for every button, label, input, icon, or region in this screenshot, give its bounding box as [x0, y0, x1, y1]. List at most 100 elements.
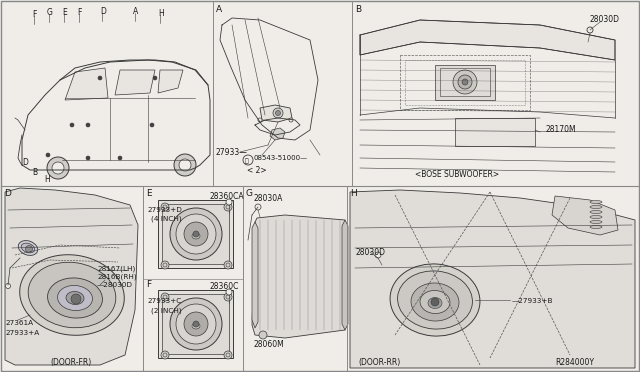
Text: 27933+D: 27933+D	[147, 207, 182, 213]
Circle shape	[458, 75, 472, 89]
Circle shape	[161, 203, 169, 211]
Bar	[158, 290, 233, 358]
Circle shape	[6, 283, 10, 289]
Circle shape	[46, 153, 50, 157]
Polygon shape	[350, 190, 635, 368]
Text: 27933+A: 27933+A	[5, 330, 39, 336]
Circle shape	[170, 208, 222, 260]
Ellipse shape	[390, 264, 480, 336]
Circle shape	[174, 154, 196, 176]
Circle shape	[193, 321, 199, 327]
Ellipse shape	[420, 291, 450, 314]
Text: A: A	[216, 5, 222, 14]
Circle shape	[431, 298, 439, 306]
Circle shape	[86, 123, 90, 127]
Ellipse shape	[590, 205, 602, 208]
Circle shape	[118, 156, 122, 160]
Text: D: D	[22, 158, 28, 167]
Bar	[162, 294, 229, 354]
Text: E: E	[146, 189, 152, 198]
Text: —27933+B: —27933+B	[512, 298, 554, 304]
Ellipse shape	[590, 225, 602, 228]
Ellipse shape	[19, 241, 38, 256]
Polygon shape	[5, 188, 138, 365]
Circle shape	[259, 331, 267, 339]
Text: 28360CA: 28360CA	[210, 192, 244, 201]
Bar	[162, 204, 229, 264]
Circle shape	[453, 70, 477, 94]
Circle shape	[258, 118, 262, 122]
Ellipse shape	[428, 298, 442, 308]
Circle shape	[255, 204, 261, 210]
Polygon shape	[552, 196, 618, 235]
Circle shape	[176, 304, 216, 344]
Circle shape	[161, 293, 169, 301]
Polygon shape	[270, 128, 285, 140]
Circle shape	[47, 157, 69, 179]
Polygon shape	[252, 222, 258, 328]
Circle shape	[71, 294, 81, 304]
Text: D: D	[4, 189, 11, 198]
Text: F: F	[146, 280, 151, 289]
Text: 27933—: 27933—	[215, 148, 247, 157]
Text: F: F	[32, 10, 36, 19]
Ellipse shape	[192, 323, 200, 329]
Circle shape	[224, 261, 232, 269]
Text: 28030A: 28030A	[254, 194, 284, 203]
Text: 28360C: 28360C	[210, 282, 239, 291]
Circle shape	[26, 246, 33, 253]
Ellipse shape	[20, 255, 124, 335]
Text: (2 INCH): (2 INCH)	[151, 307, 182, 314]
Circle shape	[52, 162, 64, 174]
Bar	[455, 118, 535, 146]
Text: H: H	[44, 175, 50, 184]
Text: < 2>: < 2>	[247, 166, 267, 175]
Text: H: H	[350, 189, 356, 198]
Bar	[158, 200, 233, 268]
Circle shape	[98, 76, 102, 80]
Text: <BOSE SUBWOOFER>: <BOSE SUBWOOFER>	[415, 170, 499, 179]
Ellipse shape	[590, 221, 602, 224]
Bar	[440, 68, 490, 96]
Circle shape	[150, 123, 154, 127]
Polygon shape	[342, 220, 348, 330]
Circle shape	[462, 79, 468, 85]
Ellipse shape	[590, 211, 602, 214]
Text: 28030D: 28030D	[590, 15, 620, 24]
Circle shape	[184, 222, 208, 246]
Circle shape	[184, 312, 208, 336]
Circle shape	[179, 159, 191, 171]
Text: F: F	[77, 8, 81, 17]
Text: E: E	[62, 8, 67, 17]
Text: 27361A: 27361A	[5, 320, 33, 326]
Circle shape	[193, 231, 199, 237]
Circle shape	[243, 155, 253, 165]
Text: D: D	[100, 7, 106, 16]
Text: Ⓢ: Ⓢ	[245, 158, 249, 164]
Circle shape	[275, 110, 280, 115]
Circle shape	[70, 123, 74, 127]
Text: G: G	[47, 8, 53, 17]
Ellipse shape	[58, 285, 92, 311]
Ellipse shape	[411, 283, 459, 321]
Circle shape	[226, 289, 232, 295]
Polygon shape	[360, 20, 615, 60]
Bar	[400, 55, 530, 110]
Bar	[435, 65, 495, 100]
Text: (4 INCH): (4 INCH)	[151, 216, 182, 222]
Text: H: H	[158, 9, 164, 18]
Text: 28167(LH): 28167(LH)	[97, 265, 135, 272]
Circle shape	[170, 298, 222, 350]
Ellipse shape	[66, 292, 84, 305]
Text: B: B	[32, 168, 37, 177]
Circle shape	[224, 351, 232, 359]
Circle shape	[289, 118, 293, 122]
Text: —28030D: —28030D	[97, 282, 133, 288]
Circle shape	[375, 252, 381, 258]
Circle shape	[226, 199, 232, 205]
Bar	[405, 60, 525, 105]
Ellipse shape	[28, 262, 116, 328]
Text: A: A	[133, 7, 138, 16]
Text: G: G	[246, 189, 253, 198]
Ellipse shape	[192, 233, 200, 239]
